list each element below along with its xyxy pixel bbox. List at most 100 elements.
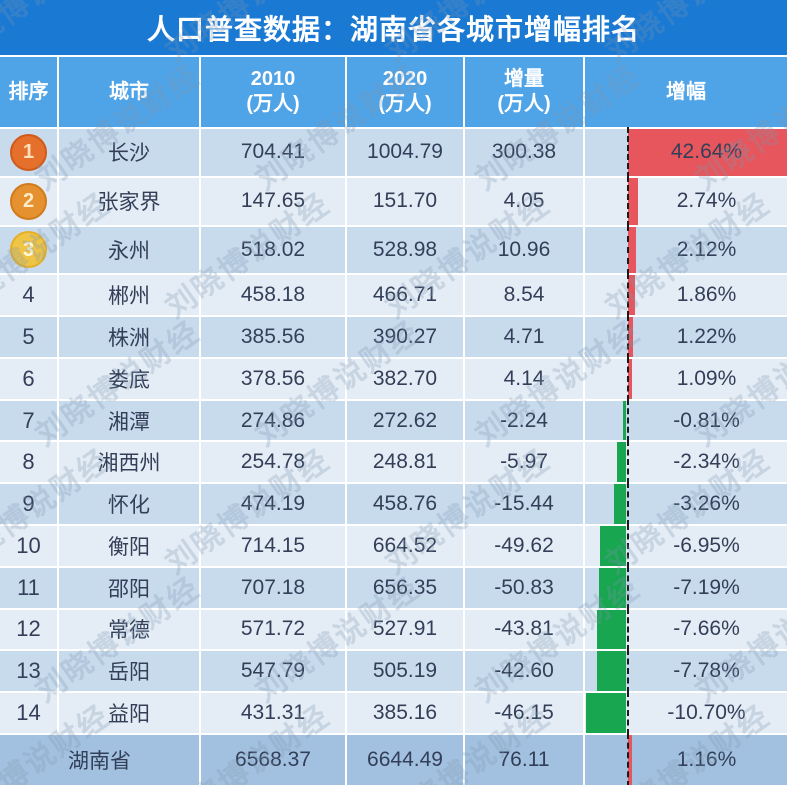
value-2020-cell: 1004.79 [347, 129, 463, 176]
zero-axis-line [627, 356, 629, 401]
growth-cell: -0.81% [585, 398, 787, 443]
total-growth-cell: 1.16% [585, 732, 787, 785]
growth-bar-positive [628, 226, 636, 274]
value-2010-cell-text: 431.31 [240, 701, 306, 725]
zero-axis-line [627, 565, 629, 610]
growth-cell: -10.70% [585, 691, 787, 735]
city-cell: 益阳 [59, 693, 199, 733]
header-delta: 增量 (万人) [465, 57, 583, 127]
table-row: 4 郴州 458.18 466.71 8.54 1.86% [0, 273, 787, 318]
delta-cell-text: -50.83 [494, 575, 554, 599]
value-2010-cell-text: 474.19 [240, 492, 306, 516]
city-cell: 娄底 [59, 358, 199, 399]
total-region-label: 湖南省 [68, 749, 131, 773]
rank-cell: 12 [0, 609, 57, 650]
city-cell-text: 湘西州 [97, 452, 161, 476]
growth-bar-negative [599, 567, 626, 608]
table-row: 3 永州 518.02 528.98 10.96 2.12% [0, 224, 787, 276]
city-cell: 湘潭 [59, 400, 199, 441]
value-2010-cell: 707.18 [201, 567, 345, 608]
delta-cell: -15.44 [465, 484, 583, 525]
rank-number: 9 [22, 491, 35, 517]
growth-value: -7.66% [673, 617, 740, 641]
delta-cell-text: 4.14 [503, 366, 545, 390]
value-2020-cell-text: 458.76 [372, 492, 438, 516]
city-cell: 邵阳 [59, 567, 199, 608]
zero-axis-line [627, 607, 629, 652]
delta-cell: 4.71 [465, 317, 583, 357]
growth-value: -10.70% [667, 701, 746, 725]
total-delta-value: 76.11 [498, 747, 550, 771]
rank-number: 14 [16, 700, 41, 726]
city-cell-text: 湘潭 [108, 410, 150, 434]
table-row: 10 衡阳 714.15 664.52 -49.62 -6.95% [0, 524, 787, 568]
table-total-row: 湖南省 6568.37 6644.49 76.11 1.16% [0, 732, 787, 785]
rank-cell: 11 [0, 567, 57, 608]
rank-number: 6 [22, 365, 35, 391]
city-cell-text: 常德 [108, 619, 150, 643]
table-row: 1 长沙 704.41 1004.79 300.38 42.64% [0, 127, 787, 178]
zero-axis-line [627, 398, 629, 443]
growth-cell: -3.26% [585, 482, 787, 527]
value-2010-cell-text: 385.56 [240, 325, 306, 349]
zero-axis-line [627, 440, 629, 485]
growth-cell: -7.66% [585, 607, 787, 652]
value-2010-cell-text: 571.72 [240, 617, 306, 641]
growth-bar-positive [628, 734, 633, 785]
delta-cell: -42.60 [465, 651, 583, 692]
growth-bar-negative [599, 526, 626, 566]
growth-cell: 2.12% [585, 224, 787, 276]
city-cell-text: 永州 [108, 239, 150, 263]
growth-value: -0.81% [673, 408, 740, 432]
zero-axis-line [627, 273, 629, 318]
growth-bar-positive [628, 129, 787, 176]
delta-cell-text: -2.24 [500, 408, 548, 432]
growth-bar-negative [622, 400, 626, 441]
growth-bar-positive [628, 358, 633, 399]
value-2010-cell: 474.19 [201, 484, 345, 525]
total-2020-value: 6644.49 [367, 747, 443, 771]
value-2010-cell: 571.72 [201, 609, 345, 650]
growth-cell: 2.74% [585, 175, 787, 227]
value-2020-cell-text: 505.19 [372, 659, 438, 683]
zero-axis-line [627, 732, 629, 785]
value-2020-cell-text: 382.70 [372, 366, 438, 390]
delta-cell: 10.96 [465, 226, 583, 274]
growth-value: -7.19% [673, 575, 740, 599]
growth-cell: -7.78% [585, 649, 787, 694]
zero-axis-line [627, 649, 629, 694]
city-cell-text: 岳阳 [108, 661, 150, 685]
growth-bar-negative [585, 693, 626, 733]
value-2020-cell-text: 272.62 [372, 408, 438, 432]
value-2010-cell-text: 704.41 [240, 140, 306, 164]
page-title: 人口普查数据：湖南省各城市增幅排名 [146, 13, 640, 45]
table-row: 7 湘潭 274.86 272.62 -2.24 -0.81% [0, 398, 787, 443]
rank-medal-badge: 3 [10, 231, 47, 269]
city-cell: 怀化 [59, 484, 199, 525]
value-2010-cell: 704.41 [201, 129, 345, 176]
city-cell-text: 邵阳 [108, 577, 150, 601]
value-2020-cell-text: 527.91 [372, 617, 438, 641]
value-2020-cell: 528.98 [347, 226, 463, 274]
delta-cell: 4.05 [465, 177, 583, 225]
city-cell: 常德 [59, 609, 199, 650]
zero-axis-line [627, 224, 629, 276]
rank-number: 11 [17, 574, 40, 600]
header-2010-label: 2010 [250, 68, 296, 90]
growth-value: -6.95% [673, 533, 740, 557]
growth-cell: 1.22% [585, 315, 787, 359]
value-2010-cell: 518.02 [201, 226, 345, 274]
header-growth-label: 增幅 [666, 80, 706, 103]
value-2010-cell: 714.15 [201, 526, 345, 566]
growth-value: 1.86% [676, 283, 737, 307]
delta-cell: 4.14 [465, 358, 583, 399]
table-row: 9 怀化 474.19 458.76 -15.44 -3.26% [0, 482, 787, 527]
city-cell-text: 张家界 [97, 191, 161, 215]
delta-cell: 8.54 [465, 275, 583, 316]
delta-cell: -50.83 [465, 567, 583, 608]
value-2020-cell: 664.52 [347, 526, 463, 566]
value-2020-cell: 248.81 [347, 442, 463, 483]
rank-cell: 8 [0, 442, 57, 483]
growth-cell: 1.09% [585, 356, 787, 401]
